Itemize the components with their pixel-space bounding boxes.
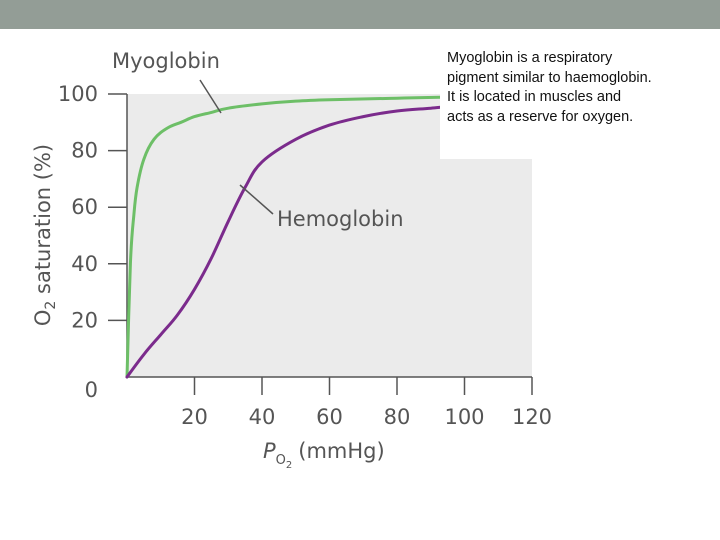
x-tick-label-20: 20 — [181, 405, 208, 429]
x-tick-label-40: 40 — [249, 405, 276, 429]
y-tick-label-80: 80 — [71, 139, 98, 163]
x-tick-label-120: 120 — [512, 405, 552, 429]
y-tick-label-100: 100 — [58, 82, 98, 106]
y-axis-title-sub: 2 — [43, 301, 59, 310]
top-bar — [0, 0, 720, 29]
note-line-1: Myoglobin is a respiratory — [447, 50, 613, 66]
series-line-hemoglobin — [125, 102, 500, 379]
y-tick-label-40: 40 — [71, 252, 98, 276]
myoglobin-leader-line — [199, 79, 222, 114]
y-axis-title: O2 saturation (%) — [31, 144, 59, 326]
x-axis-title-sub: O — [276, 453, 286, 468]
note-line-2: pigment similar to haemoglobin. — [447, 69, 652, 86]
series-label-hemoglobin: Hemoglobin — [277, 207, 404, 231]
series-label-myoglobin: Myoglobin — [112, 49, 220, 73]
y-axis-title-o: O — [31, 310, 55, 327]
x-axis-title-sub2: 2 — [286, 460, 292, 471]
y-tick-label-0: 0 — [85, 378, 98, 402]
series-line-myoglobin — [125, 95, 500, 379]
x-tick-label-80: 80 — [384, 405, 411, 429]
x-axis-title-unit: (mmHg) — [298, 439, 384, 463]
x-axis-title: PO2 (mmHg) — [263, 439, 385, 471]
note-box: Myoglobin is a respiratory pigment simil… — [440, 47, 688, 159]
x-tick-label-100: 100 — [444, 405, 484, 429]
y-axis-title-rest: saturation (%) — [31, 144, 55, 301]
x-tick-label-60: 60 — [316, 405, 343, 429]
x-axis-title-p: P — [263, 439, 276, 463]
y-tick-label-20: 20 — [71, 308, 98, 332]
y-tick-label-60: 60 — [71, 195, 98, 219]
note-line-3: It is located in muscles and — [447, 89, 622, 105]
hemoglobin-leader-line — [239, 184, 274, 215]
note-line-4: acts as a reserve for oxygen. — [447, 108, 634, 125]
